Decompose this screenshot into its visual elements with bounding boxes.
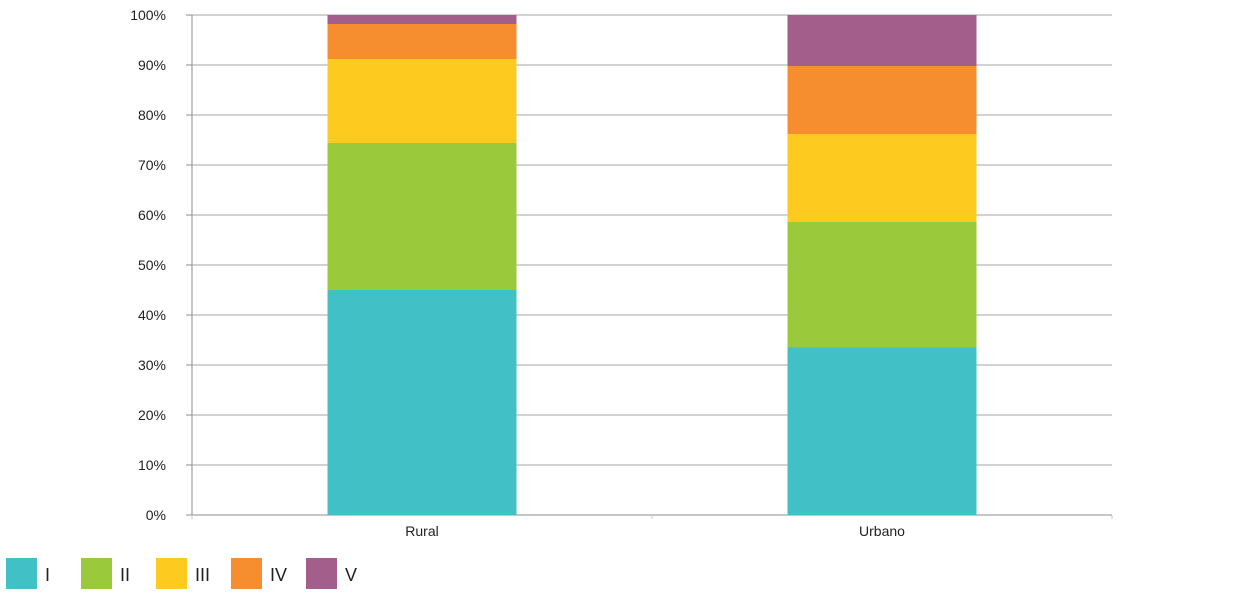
legend-swatch-iv	[231, 558, 262, 589]
y-tick-label: 40%	[138, 307, 166, 323]
legend-label-iii: III	[195, 565, 210, 585]
y-tick-label: 60%	[138, 207, 166, 223]
bar-segment-rural-iii	[327, 59, 517, 143]
legend-swatch-iii	[156, 558, 187, 589]
bar-segment-rural-ii	[327, 143, 517, 290]
x-tick-label: Rural	[405, 523, 438, 539]
bar-segment-rural-v	[327, 15, 517, 24]
legend-swatch-v	[306, 558, 337, 589]
bar-segment-urbano-v	[787, 15, 977, 66]
bars	[327, 15, 977, 515]
y-tick-label: 30%	[138, 357, 166, 373]
legend-label-i: I	[45, 565, 50, 585]
y-tick-label: 90%	[138, 57, 166, 73]
bar-segment-urbano-iii	[787, 134, 977, 222]
legend-label-iv: IV	[270, 565, 287, 585]
y-tick-label: 80%	[138, 107, 166, 123]
bar-segment-urbano-i	[787, 347, 977, 515]
bar-segment-rural-iv	[327, 24, 517, 59]
legend-label-ii: II	[120, 565, 130, 585]
y-tick-label: 70%	[138, 157, 166, 173]
y-tick-label: 10%	[138, 457, 166, 473]
axes: 0% 10% 20% 30% 40% 50% 60% 70% 80% 90% 100% Rural Ur…	[130, 7, 1113, 539]
y-tick-label: 20%	[138, 407, 166, 423]
y-tick-label: 0%	[146, 507, 166, 523]
legend-swatch-ii	[81, 558, 112, 589]
x-tick-label: Urbano	[859, 523, 905, 539]
y-tick-label: 50%	[138, 257, 166, 273]
y-tick-label: 100%	[130, 7, 166, 23]
bar-segment-urbano-iv	[787, 66, 977, 134]
legend: I II III IV V	[6, 558, 357, 589]
legend-swatch-i	[6, 558, 37, 589]
legend-label-v: V	[345, 565, 357, 585]
bar-segment-rural-i	[327, 290, 517, 515]
bar-segment-urbano-ii	[787, 222, 977, 348]
